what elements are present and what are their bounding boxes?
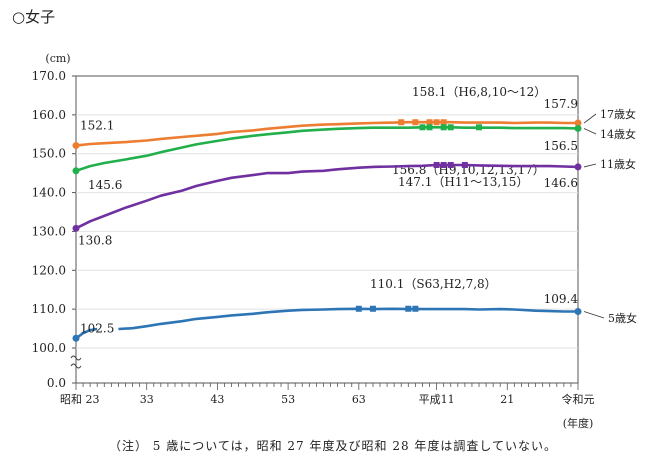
series-line [118, 307, 578, 331]
x-tick-label: 昭和 23 [60, 393, 100, 406]
series-name-label: 17歳女 [600, 107, 636, 121]
y-tick-label: 140.0 [32, 186, 66, 200]
peak-value-label: 147.1（H11～13,15） [398, 175, 528, 189]
peak-marker [461, 161, 468, 168]
series-name-label: 14歳女 [600, 127, 636, 141]
legend-leader [583, 113, 597, 124]
peak-marker [447, 161, 454, 168]
start-point [72, 142, 80, 150]
start-point [72, 167, 80, 175]
end-point [574, 163, 582, 171]
x-tick-label: 63 [352, 393, 366, 406]
series-11歳女: 130.8 146.6 147.1（H11～13,15） 11歳女 [72, 157, 636, 247]
series-name-label: 11歳女 [600, 157, 636, 171]
x-axis-unit: (年度) [563, 416, 594, 430]
legend-leader [583, 163, 597, 168]
peak-marker [419, 124, 426, 131]
x-tick-label: 21 [500, 393, 514, 406]
end-value-label: 146.6 [544, 176, 578, 190]
peak-marker [440, 124, 447, 131]
footnote: （注） 5 歳については，昭和 27 年度及び昭和 28 年度は調査していない。 [108, 439, 558, 453]
peak-marker [369, 305, 376, 312]
peak-marker [426, 119, 433, 126]
y-tick-label: 170.0 [32, 69, 66, 83]
x-tick-label: 令和元 [562, 392, 595, 406]
peak-marker [412, 305, 419, 312]
peak-marker [398, 119, 405, 126]
legend-leader [583, 128, 597, 135]
y-axis-unit: (cm) [45, 52, 70, 65]
peak-value-label: 158.1（H6,8,10～12） [412, 85, 546, 99]
y-tick-label: 100.0 [32, 341, 66, 355]
end-value-label: 157.9 [544, 97, 578, 111]
y-tick-label: 150.0 [32, 147, 66, 161]
end-point [574, 119, 582, 127]
y-tick-label: 120.0 [32, 263, 66, 277]
end-value-label: 156.5 [544, 139, 578, 153]
peak-marker [355, 305, 362, 312]
start-value-label: 145.6 [88, 178, 122, 192]
x-tick-label: 43 [210, 393, 224, 406]
start-value-label: 130.8 [78, 233, 112, 247]
peak-marker [476, 124, 483, 131]
peak-value-label: 110.1（S63,H2,7,8） [370, 277, 497, 291]
chart-title: ○女子 [12, 8, 56, 26]
y-tick-label: 0.0 [47, 376, 66, 390]
peak-marker [433, 119, 440, 126]
x-tick-label: 平成11 [419, 393, 455, 406]
y-tick-label: 160.0 [32, 108, 66, 122]
peak-marker [405, 305, 412, 312]
axis-break-mark [70, 355, 82, 361]
series-line [75, 327, 98, 340]
peak-marker [447, 124, 454, 131]
axis-break-mark [70, 363, 82, 369]
series-5歳女: 102.5 109.4 110.1（S63,H2,7,8） 5歳女 [72, 277, 637, 342]
start-point [72, 224, 80, 232]
series-line [75, 163, 579, 230]
y-tick-label: 110.0 [32, 302, 66, 316]
x-tick-label: 53 [281, 393, 295, 406]
end-point [574, 307, 582, 315]
peak-marker [440, 161, 447, 168]
end-value-label: 109.4 [544, 292, 579, 306]
legend-leader [583, 311, 605, 319]
series-name-label: 5歳女 [608, 311, 637, 325]
series-line [75, 120, 578, 147]
peak-marker [440, 119, 447, 126]
series-line [75, 126, 579, 173]
peak-marker [426, 124, 433, 131]
y-tick-label: 130.0 [32, 224, 66, 238]
peak-marker [433, 161, 440, 168]
end-point [574, 124, 582, 132]
start-point [72, 334, 80, 342]
start-value-label: 102.5 [80, 321, 114, 335]
x-tick-label: 33 [140, 393, 154, 406]
start-value-label: 152.1 [80, 119, 114, 133]
peak-marker [412, 119, 419, 126]
